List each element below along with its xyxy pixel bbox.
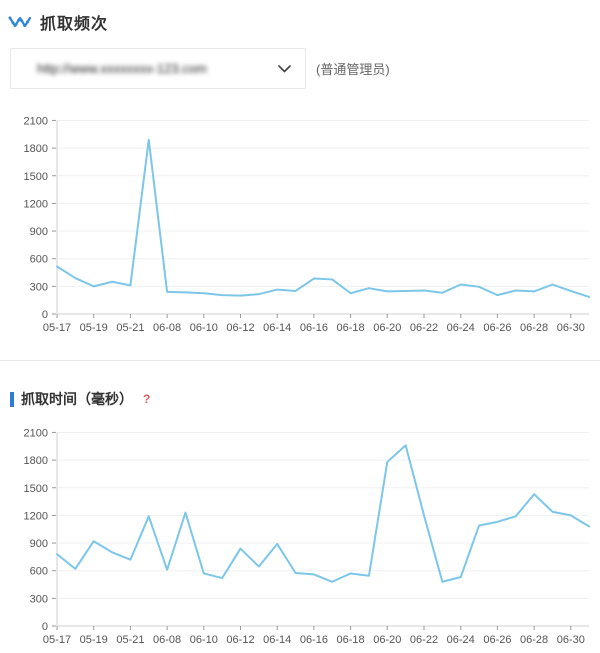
svg-text:06-26: 06-26 bbox=[483, 322, 511, 334]
svg-text:06-14: 06-14 bbox=[263, 322, 291, 334]
svg-text:06-26: 06-26 bbox=[483, 634, 511, 646]
svg-text:06-30: 06-30 bbox=[557, 634, 585, 646]
svg-text:300: 300 bbox=[30, 593, 48, 605]
section-divider bbox=[0, 360, 600, 361]
crawl-time-section-header: 抓取时间（毫秒） ? bbox=[10, 389, 600, 409]
svg-text:1800: 1800 bbox=[24, 143, 48, 155]
page-header: 抓取频次 bbox=[0, 0, 600, 34]
svg-text:06-24: 06-24 bbox=[447, 322, 475, 334]
svg-text:06-10: 06-10 bbox=[190, 322, 218, 334]
svg-text:05-17: 05-17 bbox=[43, 322, 71, 334]
site-selector-row: http://www.xxxxxxxx-123.com (普通管理员) bbox=[10, 48, 600, 89]
chevron-down-icon bbox=[278, 64, 291, 73]
svg-text:06-20: 06-20 bbox=[373, 634, 401, 646]
svg-text:900: 900 bbox=[30, 226, 48, 238]
svg-text:06-18: 06-18 bbox=[337, 634, 365, 646]
svg-text:06-22: 06-22 bbox=[410, 634, 438, 646]
site-dropdown[interactable]: http://www.xxxxxxxx-123.com bbox=[10, 48, 306, 89]
crawl-frequency-chart: 0 300 600 900 1200 1500 1800 2100 05-17 05-19 05-2… bbox=[24, 115, 591, 334]
svg-text:900: 900 bbox=[30, 538, 48, 550]
svg-text:2100: 2100 bbox=[24, 115, 48, 127]
svg-text:1500: 1500 bbox=[24, 483, 48, 495]
svg-text:1200: 1200 bbox=[24, 198, 48, 210]
trend-zigzag-icon bbox=[8, 14, 32, 30]
role-label: (普通管理员) bbox=[316, 62, 390, 77]
question-mark-icon[interactable]: ? bbox=[143, 392, 151, 406]
svg-text:300: 300 bbox=[30, 281, 48, 293]
svg-text:05-21: 05-21 bbox=[116, 634, 144, 646]
crawl-time-title: 抓取时间（毫秒） bbox=[21, 391, 133, 407]
svg-text:06-16: 06-16 bbox=[300, 322, 328, 334]
svg-text:06-24: 06-24 bbox=[447, 634, 475, 646]
svg-text:06-08: 06-08 bbox=[153, 634, 181, 646]
svg-text:05-17: 05-17 bbox=[43, 634, 71, 646]
svg-text:06-12: 06-12 bbox=[226, 322, 254, 334]
svg-text:1800: 1800 bbox=[24, 455, 48, 467]
svg-text:06-28: 06-28 bbox=[520, 322, 548, 334]
svg-text:06-14: 06-14 bbox=[263, 634, 291, 646]
page-title: 抓取频次 bbox=[40, 16, 109, 33]
svg-text:06-28: 06-28 bbox=[520, 634, 548, 646]
crawl-time-chart: 0 300 600 900 1200 1500 1800 2100 05-17 05-19 05-2… bbox=[24, 427, 591, 646]
svg-text:600: 600 bbox=[30, 566, 48, 578]
svg-text:2100: 2100 bbox=[24, 427, 48, 439]
svg-text:06-20: 06-20 bbox=[373, 322, 401, 334]
svg-text:06-16: 06-16 bbox=[300, 634, 328, 646]
svg-text:06-18: 06-18 bbox=[337, 322, 365, 334]
svg-text:06-22: 06-22 bbox=[410, 322, 438, 334]
site-url-masked: http://www.xxxxxxxx-123.com bbox=[37, 61, 207, 76]
svg-text:05-21: 05-21 bbox=[116, 322, 144, 334]
svg-text:0: 0 bbox=[42, 621, 48, 633]
svg-text:06-08: 06-08 bbox=[153, 322, 181, 334]
svg-text:0: 0 bbox=[42, 309, 48, 321]
svg-text:06-10: 06-10 bbox=[190, 634, 218, 646]
svg-text:06-30: 06-30 bbox=[557, 322, 585, 334]
svg-text:1500: 1500 bbox=[24, 171, 48, 183]
svg-text:1200: 1200 bbox=[24, 510, 48, 522]
section-accent-bar bbox=[10, 391, 14, 407]
svg-text:600: 600 bbox=[30, 254, 48, 266]
svg-text:05-19: 05-19 bbox=[80, 322, 108, 334]
svg-text:06-12: 06-12 bbox=[226, 634, 254, 646]
svg-text:05-19: 05-19 bbox=[80, 634, 108, 646]
